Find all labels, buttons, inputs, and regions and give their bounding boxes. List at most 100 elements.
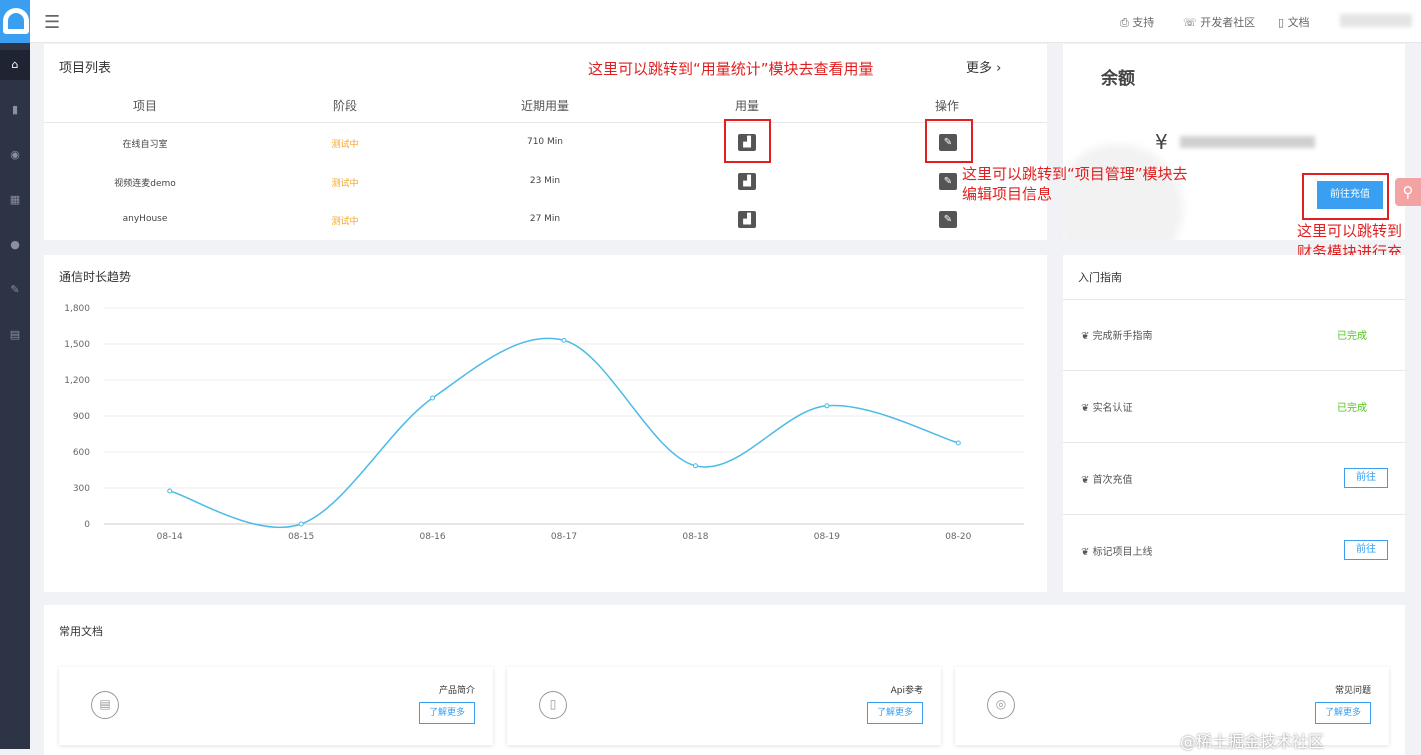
learn-more-button[interactable]: 了解更多	[867, 702, 923, 724]
project-stage: 测试中	[331, 217, 359, 227]
docs-card: 常用文档 ▤ 产品简介了解更多 ▯ Api参考了解更多 ◎ 常见问题 了解更多	[44, 605, 1405, 755]
community-label: 开发者社区	[1200, 16, 1256, 29]
doc-title: Api参考	[890, 686, 923, 696]
guide-item: ❦ 首次充值 前往	[1063, 443, 1405, 515]
balance-title: 余额	[1101, 69, 1135, 89]
docs-link[interactable]: ▯ 文档	[1278, 16, 1310, 29]
project-list-title: 项目列表	[59, 61, 112, 76]
logo[interactable]	[0, 0, 30, 43]
chart-icon[interactable]: ▟	[738, 211, 756, 228]
project-name: anyHouse	[122, 214, 168, 224]
x-tick-label: 08-17	[551, 532, 577, 542]
edit-icon[interactable]: ✎	[939, 173, 957, 190]
guide-label: 首次充值	[1092, 475, 1133, 486]
finance-icon[interactable]: ●	[10, 238, 20, 251]
data-point	[167, 488, 173, 494]
divider	[44, 122, 1047, 123]
leaf-icon: ❦	[1081, 331, 1093, 342]
x-tick-label: 08-14	[157, 532, 183, 542]
location-icon: ◎	[987, 691, 1015, 719]
guide-label: 实名认证	[1092, 403, 1133, 414]
project-name: 视频连麦demo	[114, 179, 176, 189]
project-stage: 测试中	[331, 179, 359, 189]
watermark: @稀土掘金技术社区	[1180, 732, 1325, 751]
leaf-icon: ❦	[1081, 403, 1093, 414]
x-tick-label: 08-15	[288, 532, 314, 542]
learn-more-button[interactable]: 了解更多	[419, 702, 475, 724]
y-tick-label: 600	[73, 448, 90, 458]
project-name: 在线自习室	[122, 140, 168, 150]
annotation-usage: 这里可以跳转到“用量统计”模块去查看用量	[588, 60, 874, 78]
guide-item: ❦ 完成新手指南 已完成	[1063, 299, 1405, 371]
chart-title: 通信时长趋势	[59, 270, 132, 284]
y-tick-label: 1,500	[64, 340, 90, 350]
y-tick-label: 0	[84, 520, 90, 530]
stats-icon[interactable]: ▮	[11, 103, 19, 116]
guide-item: ❦ 实名认证 已完成	[1063, 371, 1405, 443]
balance-amount	[1180, 136, 1315, 148]
more-label: 更多	[966, 61, 993, 76]
user-avatar[interactable]	[1340, 14, 1412, 27]
project-usage: 710 Min	[526, 137, 563, 147]
annotation-edit: 这里可以跳转到“项目管理”模块去编辑项目信息	[962, 165, 1188, 203]
guide-status: 已完成	[1337, 331, 1367, 342]
trend-card: 通信时长趋势 0 300 600 900 1,200 1,500 1,800 08-14 08-…	[44, 255, 1047, 592]
project-usage: 23 Min	[529, 176, 561, 186]
doc-card[interactable]: ▤ 产品简介了解更多	[59, 667, 493, 745]
data-point	[692, 463, 698, 469]
guide-title: 入门指南	[1078, 271, 1122, 284]
message-icon: ▤	[91, 691, 119, 719]
x-tick-label: 08-20	[945, 532, 971, 542]
balance-card: 余额 ¥ 前往充值	[1063, 44, 1405, 240]
leaf-icon: ❦	[1081, 547, 1093, 558]
guide-label: 完成新手指南	[1092, 331, 1153, 342]
y-tick-label: 300	[73, 484, 90, 494]
data-point	[561, 337, 567, 343]
annotation-box-edit	[925, 119, 973, 163]
learn-more-button[interactable]: 了解更多	[1315, 702, 1371, 724]
document-icon: ▯	[539, 691, 567, 719]
col-action: 操作	[934, 99, 959, 113]
doc-title: 产品简介	[438, 686, 475, 696]
data-point	[824, 403, 830, 409]
guide-status: 已完成	[1337, 403, 1367, 414]
annotation-box-recharge	[1302, 173, 1389, 220]
edit-icon[interactable]: ✎	[939, 211, 957, 228]
tool-icon[interactable]: ✎	[10, 283, 20, 296]
leaf-icon: ❦	[1081, 475, 1093, 486]
go-button[interactable]: 前往	[1344, 540, 1388, 560]
home-icon[interactable]: ⌂	[0, 50, 30, 80]
go-button[interactable]: 前往	[1344, 468, 1388, 488]
chart-icon[interactable]: ▟	[738, 173, 756, 190]
col-usage-chart: 用量	[734, 99, 759, 113]
support-link[interactable]: ⎙ 支持	[1120, 16, 1155, 29]
search-float-icon[interactable]: ⚲	[1395, 178, 1421, 206]
annotation-box-usage	[724, 119, 771, 163]
more-link[interactable]: 更多 ›	[966, 57, 1001, 76]
series-line	[169, 337, 959, 529]
docs-label: 文档	[1287, 16, 1310, 29]
doc-card[interactable]: ▯ Api参考了解更多	[507, 667, 941, 745]
project-list-card: 项目列表 更多 › 项目 阶段 近期用量 用量 操作 在线自习室 测试中 710…	[44, 44, 1047, 240]
project-usage: 27 Min	[529, 214, 561, 224]
col-usage: 近期用量	[520, 99, 569, 113]
community-link[interactable]: ☏ 开发者社区	[1183, 16, 1256, 29]
x-tick-label: 08-19	[814, 532, 840, 542]
doc-card[interactable]: ◎ 常见问题 了解更多	[955, 667, 1389, 745]
col-stage: 阶段	[332, 99, 357, 113]
grid-icon[interactable]: ▦	[9, 193, 21, 206]
gift-icon[interactable]: ▤	[9, 328, 21, 341]
chevron-right-icon: ›	[996, 61, 1002, 76]
guide-item: ❦ 标记项目上线 前往	[1063, 515, 1405, 587]
header: ☰ ⎙ 支持 ☏ 开发者社区 ▯ 文档	[30, 0, 1421, 43]
docs-title: 常用文档	[59, 625, 103, 638]
menu-toggle-icon[interactable]: ☰	[44, 12, 61, 33]
guide-label: 标记项目上线	[1092, 547, 1153, 558]
data-point	[298, 521, 304, 527]
sidebar: ⌂ ▮ ◉ ▦ ● ✎ ▤	[0, 0, 30, 749]
recharge-button[interactable]: 前往充值	[1317, 181, 1383, 209]
support-label: 支持	[1132, 16, 1155, 29]
chart-icon[interactable]: ▟	[738, 134, 756, 151]
edit-icon[interactable]: ✎	[939, 134, 957, 151]
project-icon[interactable]: ◉	[10, 148, 20, 161]
